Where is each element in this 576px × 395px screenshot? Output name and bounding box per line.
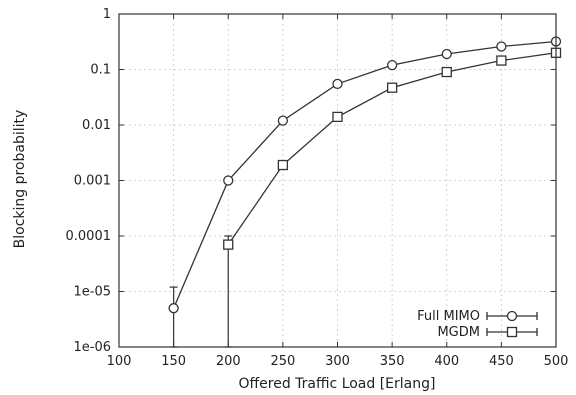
data-point-full-mimo <box>496 41 507 52</box>
legend-marker-mgdm <box>506 326 518 338</box>
x-tick-label: 100 <box>107 354 132 369</box>
data-point-mgdm <box>496 55 507 66</box>
data-point-full-mimo <box>223 175 234 186</box>
axis-layer: 100 150 200 250 300 350 400 450 500 1e-06 1e-05 0.0… <box>66 7 569 369</box>
legend-sample-full-mimo <box>486 310 538 322</box>
legend-marker-full-mimo <box>506 310 518 322</box>
y-tick-label: 0.01 <box>82 118 111 133</box>
legend: Full MIMO MGDM <box>417 309 538 340</box>
x-tick-label: 200 <box>216 354 241 369</box>
data-point-mgdm <box>332 111 343 123</box>
y-tick-label: 0.001 <box>74 174 111 189</box>
y-axis-label: Blocking probability <box>12 110 28 249</box>
legend-label-mgdm: MGDM <box>437 325 480 340</box>
data-point-full-mimo <box>277 115 289 126</box>
data-point-full-mimo <box>441 48 452 60</box>
data-point-mgdm <box>386 82 398 93</box>
y-tick-label: 0.0001 <box>66 229 112 244</box>
data-point-mgdm <box>441 66 452 78</box>
data-point-mgdm <box>223 239 234 250</box>
data-point-full-mimo <box>168 303 179 314</box>
grid-layer <box>119 14 556 347</box>
legend-label-full-mimo: Full MIMO <box>417 309 480 324</box>
x-tick-label: 400 <box>434 354 459 369</box>
x-tick-label: 500 <box>544 354 569 369</box>
y-tick-label: 1 <box>103 7 111 22</box>
x-tick-label: 350 <box>380 354 405 369</box>
x-axis-label: Offered Traffic Load [Erlang] <box>239 376 436 392</box>
x-tick-label: 250 <box>270 354 295 369</box>
plot-frame <box>118 13 557 348</box>
x-tick-label: 450 <box>489 354 514 369</box>
x-tick-label: 150 <box>161 354 186 369</box>
y-tick-label: 1e-06 <box>73 340 111 355</box>
y-tick-label: 0.1 <box>90 63 111 78</box>
y-tick-label: 1e-05 <box>73 285 111 300</box>
plot-layer <box>168 36 562 348</box>
data-point-full-mimo <box>332 78 343 90</box>
data-point-mgdm <box>277 159 289 171</box>
series-line-full-mimo <box>173 40 557 309</box>
legend-sample-mgdm <box>486 326 538 338</box>
x-tick-label: 300 <box>325 354 350 369</box>
data-point-full-mimo <box>386 59 398 71</box>
